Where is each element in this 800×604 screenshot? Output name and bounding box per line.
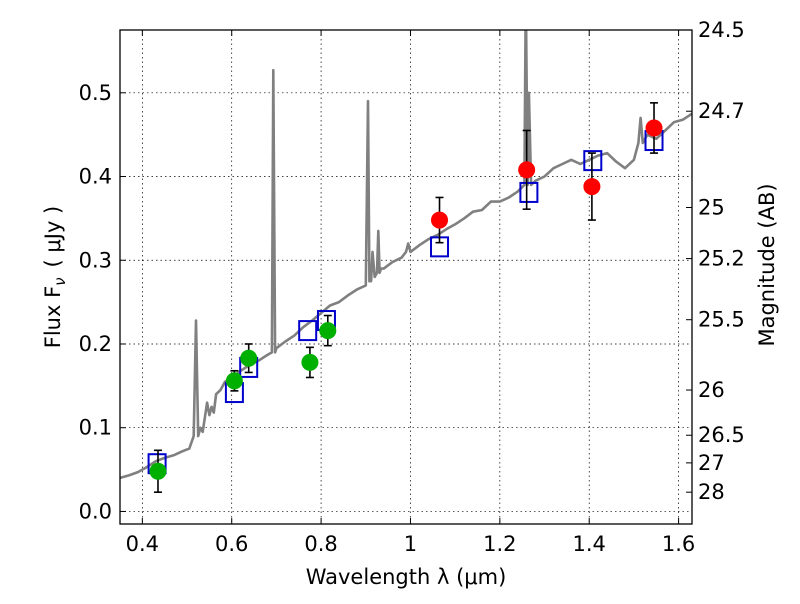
x-tick-label: 1 — [404, 532, 417, 556]
magnitude-tick-label: 26.5 — [698, 423, 745, 447]
observed-point — [301, 353, 319, 371]
model-photometry-square — [298, 320, 318, 342]
y-tick-label: 0.5 — [79, 81, 112, 105]
y-tick-label: 0.3 — [79, 248, 112, 272]
y-axis-label-unit: ( μJy ) — [41, 206, 65, 268]
magnitude-tick-label: 26 — [698, 378, 725, 402]
y-axis-label: Flux Fν ( μJy ) — [41, 206, 69, 349]
observed-point — [645, 119, 663, 137]
observed-point — [240, 349, 258, 367]
plot-area — [120, 30, 692, 493]
grid — [120, 30, 692, 524]
y-tick-label: 0.0 — [79, 499, 112, 523]
ticks: 0.4 0.6 0.8 1 1.2 1.4 1.6 0.0 0.1 0.2 0.3 0.4 0.5 24.… — [79, 18, 745, 556]
x-tick-label: 0.8 — [304, 532, 337, 556]
y-axis-label-subscript: ν — [51, 277, 69, 285]
y-axis-label-main: Flux F — [41, 286, 65, 348]
observed-point — [319, 322, 337, 340]
magnitude-axis-label: Magnitude (AB) — [755, 183, 779, 346]
magnitude-tick-label: 27 — [698, 451, 725, 475]
x-tick-label: 1.2 — [483, 532, 516, 556]
x-tick-label: 1.4 — [573, 532, 606, 556]
magnitude-tick-label: 25 — [698, 196, 725, 220]
magnitude-tick-label: 24.5 — [698, 18, 745, 42]
y-tick-label: 0.1 — [79, 416, 112, 440]
observed-point — [583, 178, 601, 196]
observed-point — [518, 161, 536, 179]
magnitude-tick-label: 24.7 — [698, 99, 745, 123]
observed-point — [225, 372, 243, 390]
magnitude-tick-label: 25.5 — [698, 308, 745, 332]
axes-frame — [119, 29, 693, 525]
magnitude-tick-label: 25.2 — [698, 247, 745, 271]
x-axis-label: Wavelength λ (μm) — [306, 565, 507, 589]
spectrum-line — [120, 30, 692, 480]
y-tick-label: 0.4 — [79, 165, 112, 189]
magnitude-tick-label: 28 — [698, 480, 725, 504]
observed-point — [149, 462, 167, 480]
x-tick-label: 1.6 — [662, 532, 695, 556]
x-tick-label: 0.6 — [215, 532, 248, 556]
model-photometry-square — [583, 150, 603, 172]
x-tick-label: 0.4 — [126, 532, 159, 556]
model-photometry-square — [519, 181, 539, 203]
y-tick-label: 0.2 — [79, 332, 112, 356]
observed-point — [431, 211, 449, 229]
